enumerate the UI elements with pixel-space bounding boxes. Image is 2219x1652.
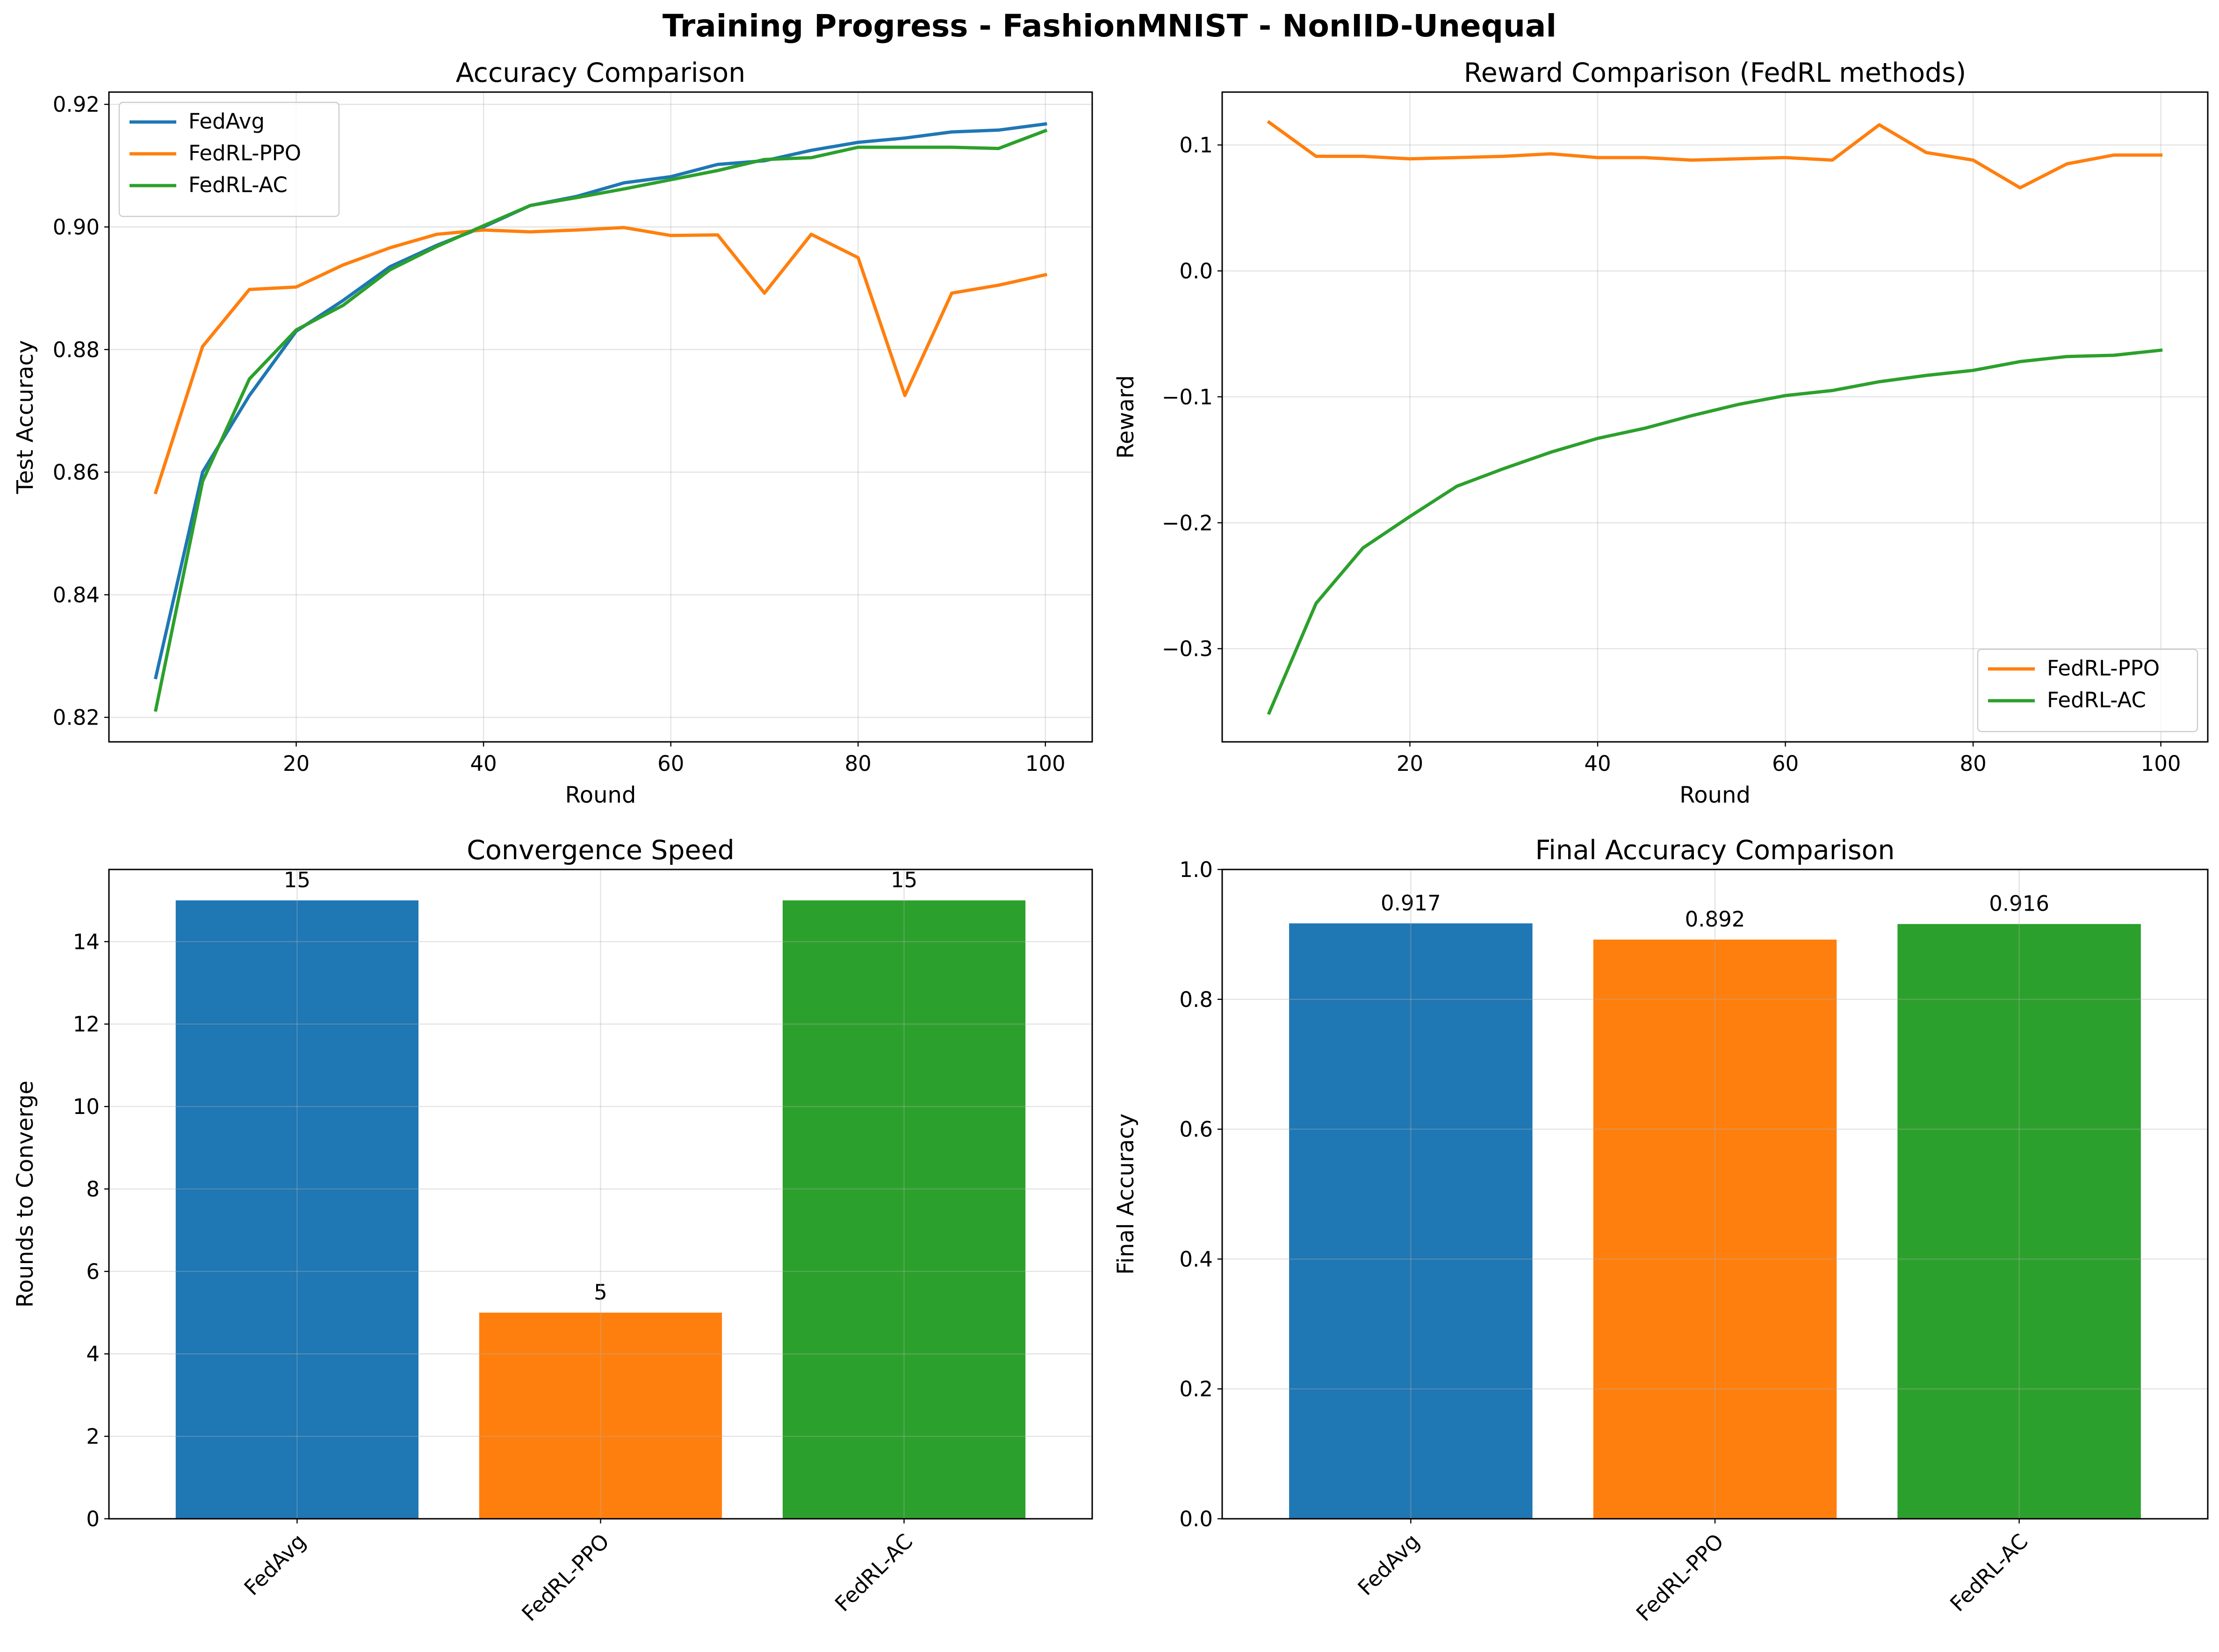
final-accuracy-frame (1221, 869, 2209, 1520)
convergence-bar-fedrl-ppo (479, 1313, 722, 1519)
accuracy-frame (108, 91, 1093, 743)
convergence-bar-fedavg (175, 900, 419, 1519)
accuracy-ytick-label: 0.86 (53, 460, 100, 485)
reward-panel: −0.3−0.2−0.10.00.120 40 60 80 100FedRL-PPOFe… (1113, 57, 2209, 808)
accuracy-line-fedrl-ppo (153, 226, 1048, 495)
final-accuracy-value-label: 0.892 (1685, 907, 1745, 932)
accuracy-xtick-label: 60 (657, 751, 684, 776)
reward-frame (1221, 91, 2209, 743)
final-accuracy-title: Final Accuracy Comparison (1535, 835, 1895, 866)
accuracy-grid (109, 92, 1092, 742)
reward-legend-label: FedRL-AC (2047, 688, 2146, 712)
convergence-value-label: 5 (594, 1280, 607, 1305)
accuracy-ytick-label: 0.90 (53, 215, 100, 239)
accuracy-ytick-label: 0.88 (53, 338, 100, 362)
convergence-ytick-label: 6 (86, 1259, 100, 1284)
reward-line-fedrl-ppo (1267, 120, 2163, 190)
accuracy-panel: 0.82 0.84 0.86 0.88 0.90 0.92 20 40 60 80 100 FedAv… (12, 57, 1093, 808)
accuracy-xtick-label: 20 (283, 751, 310, 776)
figure-title: Training Progress - FashionMNIST - NonII… (663, 8, 1556, 44)
reward-xlabel: Round (1679, 782, 1751, 808)
final-accuracy-bar-fedrl-ac (1897, 924, 2141, 1519)
accuracy-xtick-label: 40 (470, 751, 497, 776)
reward-ytick-label: 0.1 (1179, 133, 1213, 158)
final-accuracy-ytick-label: 0.2 (1179, 1377, 1213, 1401)
accuracy-line-fedrl-ac (153, 129, 1048, 712)
accuracy-xlabel: Round (565, 782, 636, 808)
convergence-ylabel: Rounds to Converge (12, 1081, 38, 1308)
convergence-ytick-label: 0 (86, 1507, 100, 1531)
accuracy-xtick-label: 100 (1025, 751, 1066, 776)
reward-ytick-label: −0.1 (1162, 385, 1213, 409)
accuracy-legend-label: FedRL-AC (188, 172, 288, 197)
accuracy-xtick-label: 80 (845, 751, 872, 776)
convergence-ytick-label: 12 (73, 1012, 100, 1037)
final-accuracy-panel: 0.00.20.40.60.81.00.917FedAvg0.892FedRL-… (1113, 835, 2209, 1626)
reward-ytick-label: −0.3 (1162, 637, 1213, 661)
reward-xtick-label: 20 (1397, 751, 1423, 776)
accuracy-ytick-label: 0.84 (53, 582, 100, 607)
reward-xtick-label: 60 (1772, 751, 1799, 776)
accuracy-legend: FedAvg FedRL-PPO FedRL-AC (118, 101, 340, 217)
accuracy-ytick-label: 0.92 (53, 92, 100, 117)
reward-legend: FedRL-PPO FedRL-AC (1977, 648, 2198, 733)
reward-grid (1222, 92, 2208, 742)
final-accuracy-bar-fedavg (1289, 923, 1533, 1519)
convergence-title: Convergence Speed (467, 835, 735, 866)
convergence-bar-fedrl-ac (782, 900, 1026, 1519)
accuracy-ylabel: Test Accuracy (12, 340, 38, 495)
reward-xtick-label: 40 (1584, 751, 1611, 776)
accuracy-ytick-label: 0.82 (53, 705, 100, 730)
convergence-ytick-label: 14 (73, 929, 100, 954)
convergence-ytick-label: 8 (86, 1177, 100, 1201)
reward-xtick-label: 80 (1960, 751, 1986, 776)
accuracy-legend-label: FedAvg (188, 109, 265, 134)
accuracy-title: Accuracy Comparison (456, 57, 746, 88)
final-accuracy-value-label: 0.916 (1989, 891, 2049, 916)
final-accuracy-ytick-label: 0.0 (1179, 1507, 1213, 1531)
reward-ytick-label: 0.0 (1179, 259, 1213, 284)
final-accuracy-bar-fedrl-ppo (1593, 940, 1837, 1519)
convergence-frame (108, 869, 1093, 1520)
reward-ytick-label: −0.2 (1162, 510, 1213, 535)
final-accuracy-ytick-label: 0.6 (1179, 1117, 1213, 1142)
reward-xtick-label: 100 (2141, 751, 2181, 776)
accuracy-legend-label: FedRL-PPO (188, 141, 301, 165)
convergence-value-label: 15 (891, 868, 917, 892)
convergence-ytick-label: 2 (86, 1424, 100, 1449)
convergence-value-label: 15 (284, 868, 310, 892)
final-accuracy-ytick-label: 1.0 (1179, 857, 1213, 882)
reward-legend-label: FedRL-PPO (2047, 656, 2160, 681)
final-accuracy-ytick-label: 0.8 (1179, 987, 1213, 1012)
reward-ylabel: Reward (1113, 375, 1139, 459)
reward-title: Reward Comparison (FedRL methods) (1464, 57, 1966, 88)
convergence-ytick-label: 4 (86, 1342, 100, 1366)
final-accuracy-value-label: 0.917 (1381, 891, 1441, 915)
reward-line-fedrl-ac (1267, 348, 2163, 715)
accuracy-legend-box (118, 101, 340, 217)
final-accuracy-ylabel: Final Accuracy (1113, 1113, 1139, 1275)
final-accuracy-ytick-label: 0.4 (1179, 1247, 1213, 1271)
convergence-ytick-label: 10 (73, 1094, 100, 1119)
